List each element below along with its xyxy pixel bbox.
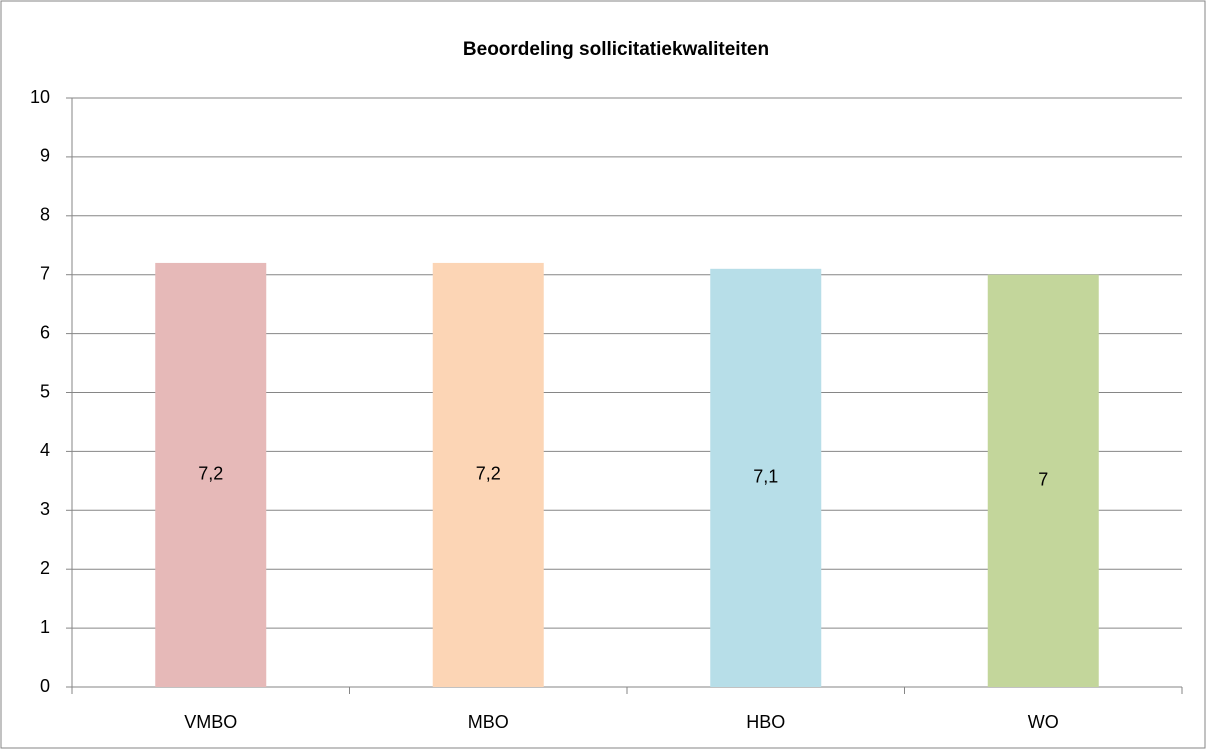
y-tick-label: 5 [40, 381, 50, 401]
y-tick-label: 6 [40, 322, 50, 342]
data-label: 7,2 [198, 464, 223, 484]
bar [432, 262, 544, 687]
y-tick-label: 2 [40, 558, 50, 578]
y-tick-label: 8 [40, 205, 50, 225]
y-tick-label: 9 [40, 146, 50, 166]
data-label: 7,1 [753, 467, 778, 487]
y-tick-label: 7 [40, 263, 50, 283]
data-label: 7 [1038, 470, 1048, 490]
x-tick-label: MBO [468, 712, 509, 732]
y-tick-label: 3 [40, 499, 50, 519]
y-tick-label: 0 [40, 676, 50, 696]
data-label: 7,2 [476, 464, 501, 484]
bar [155, 262, 267, 687]
x-tick-label: VMBO [184, 712, 237, 732]
y-tick-label: 4 [40, 440, 50, 460]
y-tick-label: 1 [40, 617, 50, 637]
bar [710, 268, 822, 687]
y-tick-label: 10 [30, 87, 50, 107]
x-tick-label: WO [1028, 712, 1059, 732]
bar [987, 274, 1099, 687]
chart-title: Beoordeling sollicitatiekwaliteiten [463, 39, 769, 60]
x-tick-label: HBO [746, 712, 785, 732]
